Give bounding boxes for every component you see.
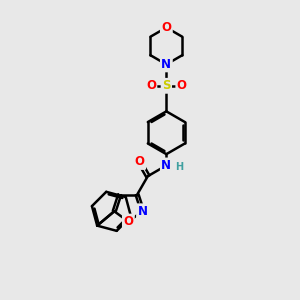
Text: H: H (175, 162, 183, 172)
Text: O: O (146, 79, 156, 92)
Text: N: N (137, 205, 148, 218)
Text: S: S (162, 79, 171, 92)
Text: O: O (177, 79, 187, 92)
Text: N: N (161, 159, 171, 172)
Text: O: O (161, 21, 171, 34)
Text: N: N (161, 58, 171, 71)
Text: O: O (135, 155, 145, 169)
Text: O: O (123, 215, 134, 228)
